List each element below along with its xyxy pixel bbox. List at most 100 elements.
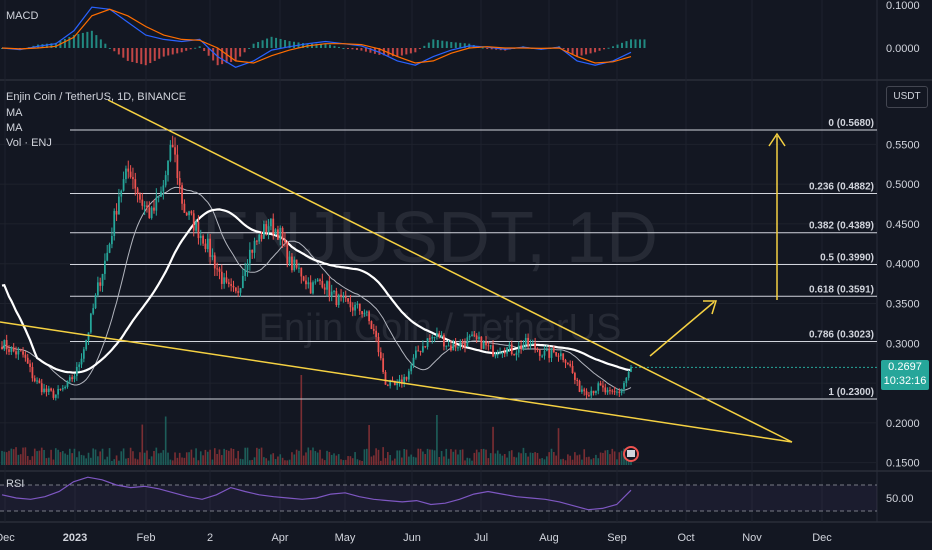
volume-bar — [33, 448, 36, 465]
time-tick-label: 2023 — [63, 532, 87, 544]
macd-histogram-bar — [567, 48, 570, 52]
candle-body — [274, 229, 277, 235]
currency-button[interactable]: USDT — [886, 86, 928, 108]
candle-body — [323, 287, 326, 290]
candle-body — [96, 282, 99, 296]
volume-bar — [260, 447, 263, 465]
volume-bar — [541, 458, 543, 465]
candle-body — [335, 291, 338, 306]
volume-bar — [279, 454, 282, 465]
candle-body — [120, 190, 123, 197]
candle-body — [405, 376, 408, 380]
candle-body — [354, 304, 356, 311]
candle-body — [487, 345, 490, 347]
ma-indicator-1[interactable]: MA — [6, 107, 23, 119]
volume-bar — [368, 425, 370, 465]
volume-bar — [22, 447, 24, 465]
volume-bar — [328, 451, 331, 465]
candle-body — [531, 343, 534, 345]
macd-histogram-bar — [319, 43, 322, 48]
candle-body — [277, 229, 279, 240]
macd-histogram-bar — [445, 41, 448, 48]
macd-histogram-bar — [140, 48, 143, 65]
candle-body — [94, 295, 97, 309]
time-tick-label: Nov — [742, 532, 762, 544]
macd-histogram-bar — [122, 48, 125, 58]
candle-body — [536, 348, 539, 351]
price-tick-label: 0.4500 — [886, 219, 920, 231]
candle-body — [71, 377, 74, 380]
volume-bar — [581, 459, 583, 465]
candle-body — [328, 281, 331, 297]
volume-bar — [253, 457, 256, 465]
macd-histogram-bar — [616, 44, 619, 48]
volume-bar — [141, 424, 144, 465]
candle-body — [382, 358, 385, 373]
candle-body — [541, 355, 544, 357]
volume-bar — [111, 460, 113, 465]
macd-histogram-bar — [261, 40, 264, 48]
candle-body — [529, 343, 532, 346]
volume-bar — [127, 458, 130, 465]
candle-body — [223, 277, 226, 284]
volume-bar — [475, 449, 478, 465]
volume-bar — [363, 449, 366, 465]
macd-histogram-bar — [409, 48, 412, 54]
macd-histogram-bar — [400, 48, 403, 56]
volume-bar — [94, 449, 97, 465]
candle-body — [482, 341, 485, 349]
macd-histogram-bar — [270, 36, 273, 48]
volume-bar — [197, 460, 200, 465]
symbol-title[interactable]: Enjin Coin / TetherUS, 1D, BINANCE — [6, 91, 187, 103]
candle-body — [143, 205, 146, 207]
ma-indicator-2[interactable]: MA — [6, 122, 23, 134]
macd-histogram-bar — [54, 42, 57, 48]
candle-body — [344, 296, 347, 299]
macd-histogram-bar — [621, 42, 624, 48]
current-price: 0.2697 — [888, 361, 922, 373]
candle-body — [139, 193, 141, 200]
candle-body — [564, 360, 567, 363]
macd-signal-line — [1, 8, 632, 64]
volume-bar — [29, 459, 31, 465]
macd-histogram-bar — [378, 48, 381, 55]
volume-bar — [531, 452, 534, 465]
macd-histogram-bar — [239, 48, 242, 57]
candle-body — [363, 312, 366, 315]
volume-bar — [148, 459, 151, 465]
candle-body — [33, 378, 36, 382]
time-tick-label: Feb — [137, 532, 156, 544]
volume-bar — [529, 452, 532, 465]
macd-histogram-bar — [176, 48, 179, 54]
volume-bar — [87, 452, 90, 465]
volume-bar — [199, 451, 202, 465]
volume-bar — [560, 459, 562, 465]
candle-body — [136, 188, 139, 194]
candle-body — [38, 380, 41, 384]
volume-bar — [190, 449, 193, 465]
candle-body — [333, 291, 335, 293]
macd-histogram-bar — [257, 41, 260, 48]
candle-body — [630, 367, 632, 372]
volume-bar — [485, 449, 487, 465]
volume-bar — [183, 457, 186, 465]
macd-histogram-bar — [634, 39, 637, 48]
volume-bar — [482, 448, 485, 465]
candle-body — [113, 210, 116, 236]
volume-bar — [386, 452, 389, 465]
candle-body — [220, 271, 223, 284]
candle-body — [188, 211, 190, 216]
fib-level-label: 0.618 (0.3591) — [809, 284, 874, 295]
volume-bar — [408, 456, 410, 465]
macd-histogram-bar — [221, 48, 224, 65]
volume-bar — [613, 451, 616, 465]
volume-indicator[interactable]: Vol · ENJ — [6, 137, 52, 149]
volume-bar — [588, 456, 590, 465]
macd-histogram-bar — [104, 43, 107, 48]
volume-bar — [347, 456, 349, 465]
candle-body — [375, 330, 378, 337]
candle-body — [50, 388, 52, 391]
fib-level-label: 1 (0.2300) — [828, 387, 874, 398]
candle-body — [153, 207, 155, 211]
